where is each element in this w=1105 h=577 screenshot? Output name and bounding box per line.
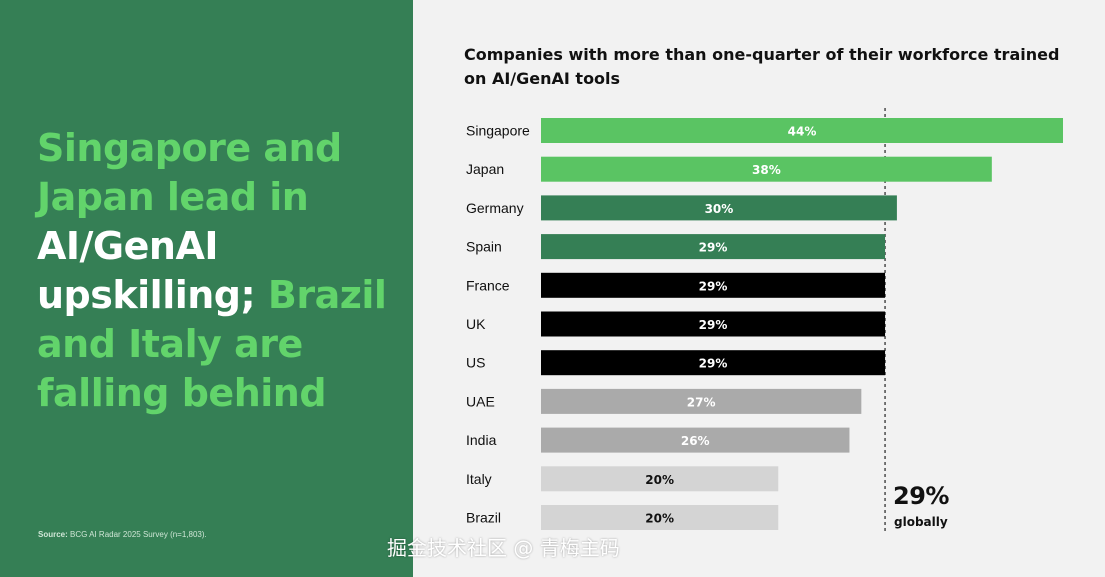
value-label: 20% [645, 473, 674, 487]
bar [541, 234, 886, 260]
category-label: UK [466, 316, 486, 332]
source-label: Source: [38, 530, 68, 539]
headline-part-1: Singapore and Japan lead in [37, 126, 342, 219]
bar [541, 505, 779, 530]
bar [541, 311, 886, 337]
value-label: 26% [681, 434, 710, 448]
value-label: 30% [705, 202, 734, 216]
category-label: France [466, 277, 510, 293]
chart-title: Companies with more than one-quarter of … [464, 45, 1060, 88]
bar-chart: Singapore 44% Japan 38% Germany 30% Spain 29% Fr… [466, 108, 1063, 532]
category-label: India [466, 432, 497, 448]
headline: Singapore and Japan lead in AI/GenAI ups… [37, 124, 397, 418]
bar [541, 350, 886, 376]
value-label: 44% [788, 125, 817, 139]
category-label: Singapore [466, 123, 530, 139]
category-label: UAE [466, 393, 495, 409]
value-label: 20% [645, 512, 674, 526]
category-label: Brazil [466, 510, 501, 526]
watermark: 掘金技术社区 @ 青梅主码 [387, 536, 620, 560]
global-average-value: 29% [893, 482, 949, 510]
bar [541, 466, 779, 492]
category-label: Germany [466, 200, 524, 216]
bar [541, 118, 1063, 143]
value-label: 27% [687, 395, 716, 409]
source-note: Source: BCG AI Radar 2025 Survey (n=1,80… [38, 530, 207, 539]
value-label: 29% [699, 241, 728, 255]
chart-panel: Companies with more than one-quarter of … [413, 0, 1105, 577]
left-panel: Singapore and Japan lead in AI/GenAI ups… [0, 0, 413, 577]
value-label: 29% [699, 318, 728, 332]
category-label: Japan [466, 161, 504, 177]
bar [541, 272, 886, 298]
bar [541, 156, 992, 182]
bar [541, 195, 897, 221]
value-label: 29% [699, 279, 728, 293]
headline-part-3: Brazil and Italy are falling behind [37, 273, 387, 415]
value-label: 38% [752, 163, 781, 177]
category-label: Italy [466, 471, 492, 487]
bar [541, 427, 850, 453]
value-label: 29% [699, 357, 728, 371]
bar [541, 388, 862, 414]
global-average-label: globally [894, 515, 948, 529]
category-label: Spain [466, 239, 502, 255]
category-label: US [466, 355, 485, 371]
source-text: BCG AI Radar 2025 Survey (n=1,803). [67, 530, 207, 539]
headline-part-2: AI/GenAI upskilling; [37, 224, 256, 317]
